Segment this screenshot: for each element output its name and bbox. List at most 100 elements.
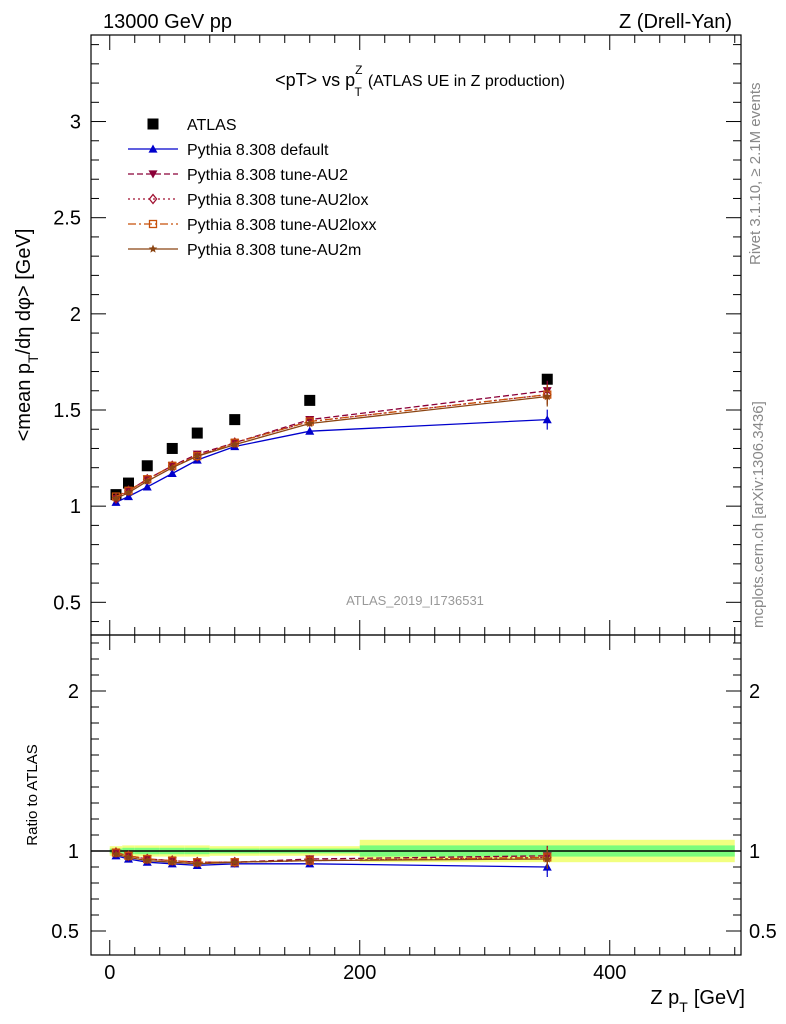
ratio-series-group xyxy=(111,845,552,877)
series-2 xyxy=(111,380,552,503)
data-point xyxy=(142,482,152,491)
legend-marker xyxy=(148,170,158,179)
legend-marker xyxy=(148,193,158,205)
plot-title-sup: Z xyxy=(355,63,362,77)
main-y-axis-label: <mean pT/dη dφ> [GeV] xyxy=(13,229,41,442)
legend-label: Pythia 8.308 tune-AU2 xyxy=(187,167,348,184)
mcplots-text: mcplots.cern.ch [arXiv:1306.3436] xyxy=(750,401,767,628)
header-observable: Z (Drell-Yan) xyxy=(619,11,732,33)
data-point xyxy=(304,394,316,406)
ratio-point xyxy=(143,856,152,865)
ratio-y-tick-label: 0.5 xyxy=(51,921,79,943)
series-line xyxy=(115,393,548,500)
main-y-tick-label: 2.5 xyxy=(53,208,81,230)
x-label-a: Z p xyxy=(650,987,679,1009)
legend-marker xyxy=(148,219,158,229)
ratio-point xyxy=(193,859,202,868)
plot-title-sub: T xyxy=(354,85,362,99)
x-tick-labels: 0 200 400 xyxy=(104,962,626,984)
main-y-tick-label: 3 xyxy=(70,112,81,134)
data-point xyxy=(124,488,133,497)
data-point xyxy=(305,426,315,435)
legend-item: Pythia 8.308 default xyxy=(128,142,329,159)
main-y-tick-label: 1.5 xyxy=(53,400,81,422)
plot-title-main: <pT> vs p xyxy=(275,70,355,90)
analysis-watermark: ATLAS_2019_I1736531 xyxy=(346,593,484,608)
ratio-point xyxy=(111,849,121,858)
data-point xyxy=(167,468,177,478)
ratio-point xyxy=(305,856,314,865)
data-point xyxy=(543,392,552,401)
ratio-y-tick-label-right: 0.5 xyxy=(749,921,777,943)
plot-title: <pT> vs pZ T (ATLAS UE in Z production) xyxy=(275,63,565,99)
ratio-point xyxy=(124,850,133,862)
main-y-tick-label: 2 xyxy=(70,304,81,326)
series-4 xyxy=(111,384,552,501)
x-axis-label: Z pT [GeV] xyxy=(650,987,745,1015)
ratio-y-tick-label-right: 1 xyxy=(749,841,760,863)
rivet-version-text: Rivet 3.1.10, ≥ 2.1M events xyxy=(747,83,764,266)
data-point xyxy=(229,414,241,426)
ratio-point xyxy=(230,857,239,866)
ratio-y-tick-labels: 0.5 0.5 1 1 2 2 xyxy=(51,681,777,943)
header-process: 13000 GeV pp xyxy=(103,11,232,33)
data-point xyxy=(168,463,177,472)
legend-marker xyxy=(147,118,159,130)
series-1 xyxy=(111,409,552,506)
main-series-group xyxy=(110,373,553,506)
ratio-line xyxy=(115,851,548,863)
ratio-point xyxy=(142,853,152,865)
ratio-point xyxy=(192,856,202,868)
data-point xyxy=(191,427,203,439)
ratio-frame xyxy=(90,634,742,956)
legend-item: Pythia 8.308 tune-AU2lox xyxy=(128,192,368,209)
data-point xyxy=(305,415,315,428)
main-y-tick-labels: 0.5 1 1.5 2 2.5 3 xyxy=(53,112,81,615)
ratio-y-tick-label: 1 xyxy=(68,841,79,863)
series-line xyxy=(115,418,548,503)
ratio-point xyxy=(111,847,121,859)
ratio-y-tick-label-right: 2 xyxy=(749,681,760,703)
data-point xyxy=(123,477,134,489)
main-y-tick-label: 0.5 xyxy=(53,592,81,614)
data-point xyxy=(193,451,202,460)
data-point xyxy=(305,419,314,428)
legend-item: Pythia 8.308 tune-AU2 xyxy=(128,167,348,184)
main-y-label-a: <mean p xyxy=(13,363,35,441)
series-3 xyxy=(111,384,552,505)
legend-label: Pythia 8.308 tune-AU2loxx xyxy=(187,217,376,234)
main-axis-ticks xyxy=(91,35,741,635)
ratio-axis-ticks xyxy=(91,635,741,955)
series-line xyxy=(115,390,548,500)
main-panel: 0.5 1 1.5 2 2.5 3 ATLAS_2019_I1736531 <pT> vs… xyxy=(13,34,742,636)
legend-item: Pythia 8.308 tune-AU2loxx xyxy=(128,217,376,234)
data-point xyxy=(542,415,552,424)
legend-item: ATLAS xyxy=(147,117,237,134)
ratio-y-tick-label: 2 xyxy=(68,681,79,703)
legend-label: Pythia 8.308 tune-AU2m xyxy=(187,242,361,259)
ratio-point xyxy=(168,857,177,866)
data-point xyxy=(143,476,152,485)
series-line xyxy=(115,395,548,500)
legend-label: Pythia 8.308 tune-AU2lox xyxy=(187,192,368,209)
series-line xyxy=(115,393,548,498)
x-label-b: [GeV] xyxy=(694,987,745,1009)
data-point xyxy=(541,373,553,385)
ratio-panel: 0.5 0.5 1 1 2 2 0 200 400 Ratio to ATLAS Z pT [G… xyxy=(24,634,777,1015)
data-point xyxy=(111,494,121,503)
x-tick-label: 400 xyxy=(593,962,626,984)
data-point xyxy=(166,442,178,454)
legend-label: Pythia 8.308 default xyxy=(187,142,329,159)
ratio-series-5 xyxy=(111,849,552,869)
series-5 xyxy=(111,386,552,503)
ratio-point xyxy=(167,855,177,867)
legend: ATLAS Pythia 8.308 default Pythia 8.308 tu… xyxy=(128,117,376,259)
main-y-tick-label: 1 xyxy=(70,496,81,518)
x-tick-label: 200 xyxy=(343,962,376,984)
data-point xyxy=(230,440,239,449)
legend-marker xyxy=(148,144,158,153)
ratio-y-axis-label: Ratio to ATLAS xyxy=(24,744,41,845)
data-point xyxy=(141,460,153,472)
ratio-point xyxy=(543,854,552,863)
